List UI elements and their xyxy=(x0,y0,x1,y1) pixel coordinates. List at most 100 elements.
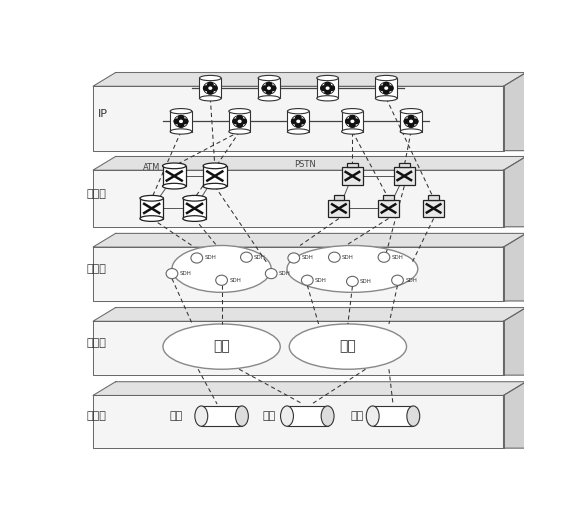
Polygon shape xyxy=(93,321,503,375)
Circle shape xyxy=(403,118,410,124)
Ellipse shape xyxy=(183,215,206,222)
Circle shape xyxy=(232,118,239,124)
Polygon shape xyxy=(93,157,526,170)
Circle shape xyxy=(173,118,180,124)
Circle shape xyxy=(299,118,306,124)
Circle shape xyxy=(383,82,390,88)
Polygon shape xyxy=(93,86,503,151)
Circle shape xyxy=(350,120,354,123)
Ellipse shape xyxy=(366,406,379,426)
Circle shape xyxy=(265,82,272,88)
Ellipse shape xyxy=(229,108,250,114)
Ellipse shape xyxy=(163,324,281,369)
Circle shape xyxy=(182,118,189,124)
Polygon shape xyxy=(93,170,503,227)
Ellipse shape xyxy=(289,324,406,369)
Ellipse shape xyxy=(288,108,309,114)
Circle shape xyxy=(346,276,359,286)
Circle shape xyxy=(178,115,184,121)
Text: SDH: SDH xyxy=(180,271,191,276)
Polygon shape xyxy=(93,382,526,395)
Polygon shape xyxy=(288,111,309,131)
Polygon shape xyxy=(378,200,399,217)
Ellipse shape xyxy=(400,129,422,134)
Text: PSTN: PSTN xyxy=(294,160,315,169)
Ellipse shape xyxy=(317,96,338,101)
Polygon shape xyxy=(503,73,526,151)
Polygon shape xyxy=(399,163,410,167)
Text: 光纤: 光纤 xyxy=(213,340,230,353)
Circle shape xyxy=(295,122,301,128)
Text: 管道: 管道 xyxy=(350,411,363,421)
Text: SDH: SDH xyxy=(405,278,417,283)
Circle shape xyxy=(216,275,228,285)
Circle shape xyxy=(328,252,340,262)
Circle shape xyxy=(261,85,268,91)
Circle shape xyxy=(237,120,242,123)
Circle shape xyxy=(392,275,403,285)
Ellipse shape xyxy=(342,108,363,114)
Polygon shape xyxy=(200,78,221,98)
Ellipse shape xyxy=(407,406,420,426)
Polygon shape xyxy=(93,233,526,247)
Circle shape xyxy=(166,269,178,279)
Polygon shape xyxy=(258,78,280,98)
Polygon shape xyxy=(170,111,192,131)
Polygon shape xyxy=(347,163,358,167)
Circle shape xyxy=(203,85,210,91)
Circle shape xyxy=(324,89,331,95)
Circle shape xyxy=(324,82,331,88)
Circle shape xyxy=(349,122,356,128)
Ellipse shape xyxy=(170,108,192,114)
Polygon shape xyxy=(93,308,526,321)
Ellipse shape xyxy=(162,184,186,189)
Circle shape xyxy=(407,122,414,128)
Ellipse shape xyxy=(203,163,226,169)
Circle shape xyxy=(387,85,394,91)
Ellipse shape xyxy=(229,129,250,134)
Polygon shape xyxy=(503,157,526,227)
Text: IP: IP xyxy=(98,108,108,119)
Circle shape xyxy=(240,252,252,262)
Ellipse shape xyxy=(375,76,397,81)
Text: 管道: 管道 xyxy=(262,411,275,421)
Text: SDH: SDH xyxy=(315,278,327,283)
Text: SDH: SDH xyxy=(342,255,354,260)
Ellipse shape xyxy=(375,96,397,101)
Polygon shape xyxy=(503,382,526,448)
Polygon shape xyxy=(372,406,413,426)
Ellipse shape xyxy=(281,406,293,426)
Polygon shape xyxy=(203,166,226,186)
Polygon shape xyxy=(201,406,242,426)
Ellipse shape xyxy=(236,406,249,426)
Polygon shape xyxy=(423,200,444,217)
Polygon shape xyxy=(287,406,328,426)
Ellipse shape xyxy=(170,129,192,134)
Polygon shape xyxy=(93,247,503,301)
Ellipse shape xyxy=(200,96,221,101)
Circle shape xyxy=(301,275,313,285)
Ellipse shape xyxy=(203,184,226,189)
Polygon shape xyxy=(183,198,206,219)
Circle shape xyxy=(236,115,243,121)
Circle shape xyxy=(383,89,390,95)
Text: SDH: SDH xyxy=(254,255,266,260)
Polygon shape xyxy=(342,167,363,185)
Circle shape xyxy=(411,118,418,124)
Circle shape xyxy=(267,86,271,90)
Polygon shape xyxy=(93,73,526,86)
Circle shape xyxy=(207,82,214,88)
Text: SDH: SDH xyxy=(392,255,403,260)
Text: ATM: ATM xyxy=(143,163,160,172)
Ellipse shape xyxy=(162,163,186,169)
Circle shape xyxy=(296,120,300,123)
Text: 光缆网: 光缆网 xyxy=(86,338,106,348)
Circle shape xyxy=(265,269,277,279)
Circle shape xyxy=(349,115,356,121)
Polygon shape xyxy=(375,78,397,98)
Text: 管道网: 管道网 xyxy=(86,411,106,421)
Ellipse shape xyxy=(140,215,164,222)
Polygon shape xyxy=(342,111,363,131)
Circle shape xyxy=(328,85,335,91)
Ellipse shape xyxy=(317,76,338,81)
